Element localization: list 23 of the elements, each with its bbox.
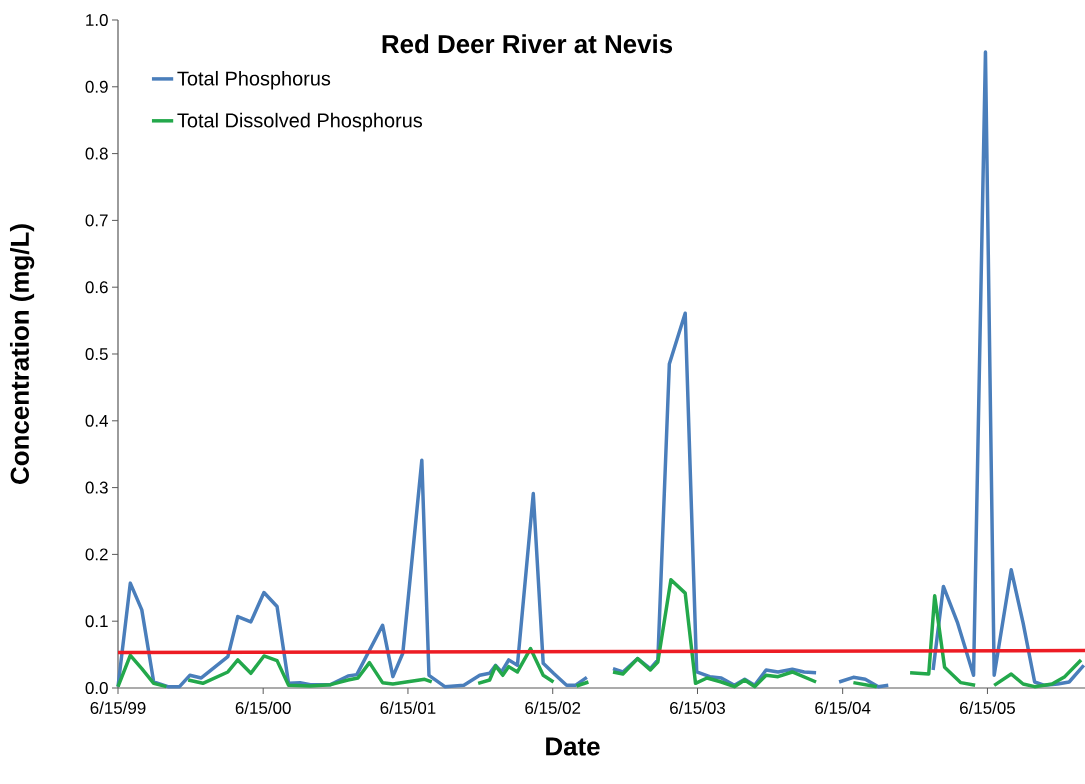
y-tick-label: 0.6 xyxy=(85,281,108,294)
x-tick-label: 6/15/02 xyxy=(525,701,581,714)
x-tick-label: 6/15/01 xyxy=(380,701,436,714)
y-tick-label: 0.8 xyxy=(85,147,108,160)
x-tick-label: 6/15/04 xyxy=(815,701,871,714)
y-tick-label: 0.0 xyxy=(85,682,108,694)
chart-title: Red Deer River at Nevis xyxy=(382,34,673,54)
x-axis-title: Date xyxy=(546,737,600,756)
y-tick-label: 0.4 xyxy=(85,414,108,427)
x-tick-label: 6/15/03 xyxy=(670,701,725,714)
y-tick-label: 0.1 xyxy=(85,615,108,628)
y-tick-label: 1.0 xyxy=(86,13,108,26)
y-tick-label: 0.9 xyxy=(85,80,108,93)
x-tick-label: 6/15/05 xyxy=(960,701,1015,714)
x-tick-label: 6/15/00 xyxy=(235,701,291,714)
legend-label: Total Phosphorus xyxy=(177,70,331,90)
y-tick-label: 0.5 xyxy=(85,348,108,360)
y-tick-label: 0.3 xyxy=(85,481,108,494)
y-axis-title: Concentration (mg/L) xyxy=(9,224,35,484)
y-tick-label: 0.7 xyxy=(85,214,108,227)
legend-label: Total Dissolved Phosphorus xyxy=(177,112,423,132)
x-tick-label: 6/15/99 xyxy=(90,701,146,714)
y-tick-label: 0.2 xyxy=(85,548,108,561)
